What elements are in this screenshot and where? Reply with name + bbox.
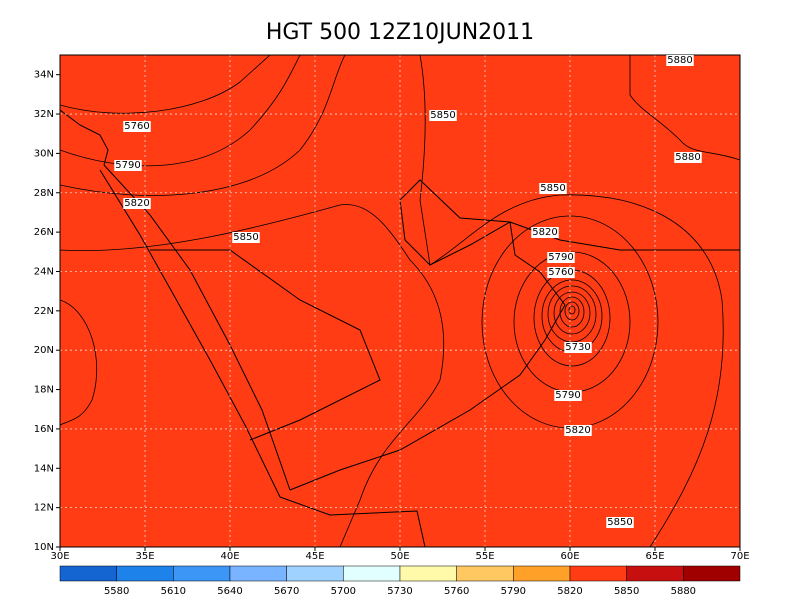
x-tick-label: 35E — [135, 551, 154, 562]
colorbar-cell — [286, 565, 344, 582]
contour-region — [568, 305, 576, 315]
contour-region — [60, 55, 301, 167]
y-tick-label: 32N — [34, 109, 54, 120]
contour-region — [60, 55, 271, 114]
colorbar-label: 5580 — [104, 586, 129, 597]
contour-label-box — [123, 121, 151, 132]
colorbar-cell — [59, 565, 117, 582]
colorbar-cell — [513, 565, 571, 582]
colorbar-cell — [229, 565, 287, 582]
contour-label: 5820 — [124, 198, 149, 209]
colorbar-label: 5730 — [387, 586, 412, 597]
colorbar-label: 5670 — [274, 586, 299, 597]
contour-label: 5850 — [233, 232, 258, 243]
contour-label-box — [123, 198, 151, 209]
contour-label: 5790 — [548, 252, 573, 263]
colorbar-label: 5760 — [444, 586, 469, 597]
coastline — [289, 221, 566, 491]
coastline — [60, 109, 109, 166]
y-tick-label: 30N — [34, 148, 54, 159]
contour-label-box — [547, 267, 575, 278]
colorbar-label: 5790 — [501, 586, 526, 597]
colorbar: 5580 5610 5640 5670 5700 5730 5760 5790 5820 5850… — [59, 565, 741, 597]
map-title: HGT 500 12Z10JUN2011 — [266, 20, 534, 45]
map-field — [60, 55, 740, 547]
y-tick-label: 24N — [34, 266, 54, 277]
contour-label-box — [531, 227, 559, 238]
contour-labels: 5850 5760 5790 5820 5850 5850 5820 5790 … — [114, 55, 702, 528]
contour-label: 5880 — [667, 55, 692, 66]
colorbar-cell — [343, 565, 401, 582]
colorbar-label: 5610 — [161, 586, 186, 597]
y-tick-label: 28N — [34, 188, 54, 199]
y-tick-label: 10N — [34, 542, 54, 553]
colorbar-cell — [116, 565, 174, 582]
x-tick-label: 45E — [305, 551, 324, 562]
contour-label: 5850 — [540, 183, 565, 194]
colorbar-cell — [626, 565, 684, 582]
contour-region — [60, 299, 98, 426]
x-tick-label: 65E — [645, 551, 664, 562]
contour-label: 5790 — [115, 160, 140, 171]
colorbar-cell — [173, 565, 231, 582]
contour-region — [559, 296, 585, 328]
contour-label: 5820 — [565, 425, 590, 436]
contour-region — [60, 55, 346, 196]
y-tick-label: 22N — [34, 306, 54, 317]
colorbar-cell — [569, 565, 627, 582]
contour-label: 5730 — [565, 342, 590, 353]
axes: 30E 35E 40E 45E 50E 55E 60E 65E 70E 10N 12N 14N 16N 1… — [34, 70, 750, 562]
contour-label: 5760 — [548, 267, 573, 278]
y-tick-label: 18N — [34, 385, 54, 396]
contour-label: 5760 — [124, 121, 149, 132]
contour-label-box — [606, 517, 634, 528]
contour-region — [60, 204, 445, 547]
contour-region — [564, 301, 580, 321]
colorbar-label: 5700 — [331, 586, 356, 597]
contour-label-box — [547, 252, 575, 263]
contour-region — [553, 291, 591, 335]
colorbar-cell — [399, 565, 457, 582]
contour-label-box — [674, 152, 702, 163]
contour-label-box — [114, 160, 142, 171]
y-tick-label: 26N — [34, 227, 54, 238]
colorbar-label: 5880 — [671, 586, 696, 597]
contour-label: 5850 — [607, 517, 632, 528]
contour-label: 5880 — [675, 152, 700, 163]
contour-region — [629, 55, 740, 161]
y-tick-label: 12N — [34, 503, 54, 514]
colorbar-cell — [456, 565, 514, 582]
colorbar-label: 5820 — [557, 586, 582, 597]
contour-label: 5790 — [555, 390, 580, 401]
contour-label: 5850 — [430, 110, 455, 121]
y-tick-label: 14N — [34, 463, 54, 474]
graticule — [60, 55, 740, 547]
x-tick-label: 70E — [730, 551, 749, 562]
x-tick-label: 55E — [475, 551, 494, 562]
contour-label-box — [564, 342, 592, 353]
coastline — [399, 179, 511, 266]
y-tick-label: 16N — [34, 424, 54, 435]
colorbar-label: 5640 — [217, 586, 242, 597]
colorbar-cell — [683, 565, 741, 582]
contour-label-box — [564, 425, 592, 436]
x-tick-label: 60E — [560, 551, 579, 562]
contour-label-box — [429, 110, 457, 121]
contour-label-box — [232, 232, 260, 243]
contour-region — [419, 55, 740, 547]
y-tick-label: 20N — [34, 345, 54, 356]
contour-label-box — [554, 390, 582, 401]
x-tick-label: 50E — [390, 551, 409, 562]
x-tick-label: 30E — [50, 551, 69, 562]
x-tick-label: 40E — [220, 551, 239, 562]
contour-label-box — [666, 55, 694, 66]
colorbar-label: 5850 — [614, 586, 639, 597]
contour-label-box — [539, 183, 567, 194]
coastline — [279, 496, 426, 547]
contour-label: 5820 — [532, 227, 557, 238]
coastline — [99, 169, 281, 498]
y-tick-label: 34N — [34, 70, 54, 81]
